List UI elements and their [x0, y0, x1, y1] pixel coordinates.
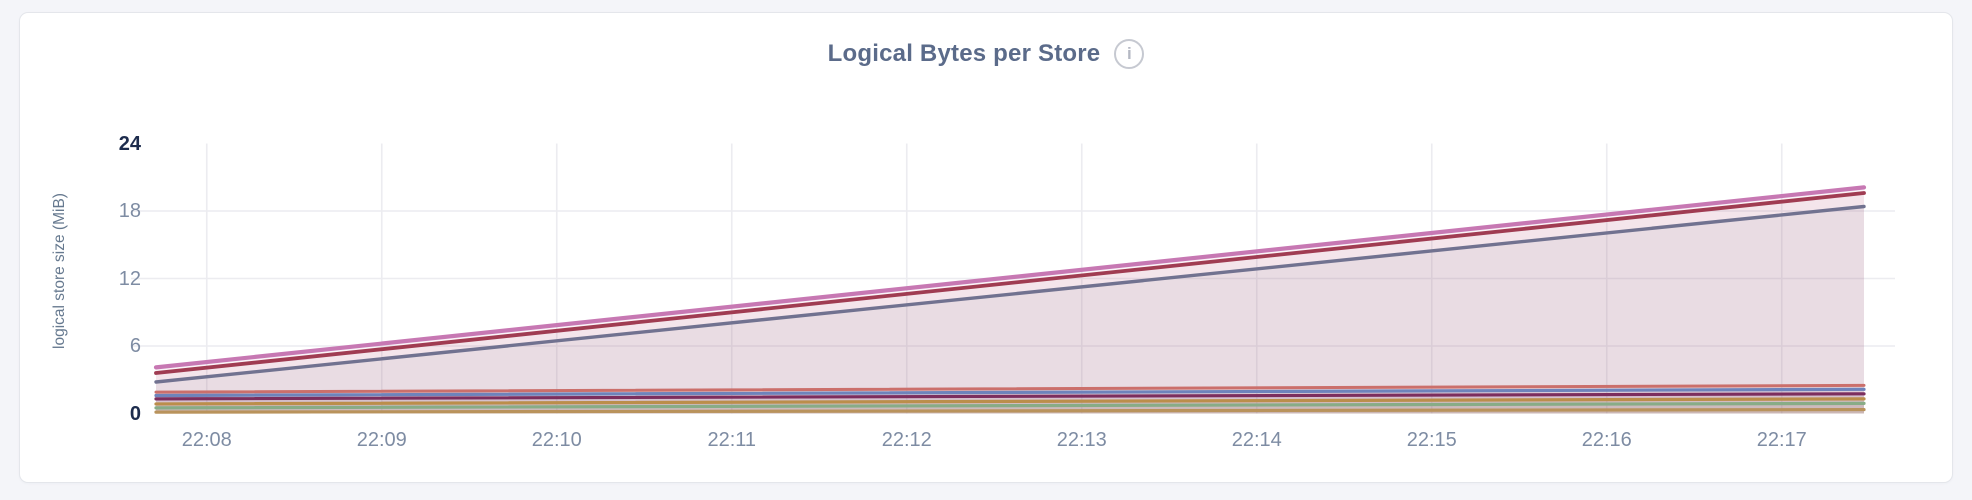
x-tick-label: 22:11: [707, 429, 757, 451]
y-tick-label: 6: [129, 335, 141, 357]
y-tick-label: 12: [118, 267, 141, 290]
chart-header: Logical Bytes per Store i: [20, 39, 1952, 69]
series-line-series-1: [153, 185, 1867, 370]
chart-title: Logical Bytes per Store: [827, 40, 1101, 67]
x-tick-label: 22:09: [356, 429, 407, 451]
series-line-series-9: [154, 407, 1866, 414]
chart-canvas[interactable]: [20, 13, 1954, 484]
y-tick-label: 18: [118, 200, 141, 222]
series-line-series-5: [154, 387, 1866, 398]
info-icon[interactable]: i: [1114, 39, 1145, 69]
series-line-series-7: [154, 397, 1866, 406]
series-area-series-1: [156, 187, 1864, 414]
series-line-series-8: [154, 401, 1866, 410]
x-tick-label: 22:15: [1406, 429, 1457, 451]
y-tick-label: 0: [129, 402, 141, 425]
chart-card: Logical Bytes per Store i logical store …: [19, 12, 1953, 483]
series-area-series-2: [156, 193, 1864, 414]
series-line-series-3: [154, 204, 1866, 384]
x-tick-label: 22:17: [1756, 429, 1807, 451]
chart-area: logical store size (MiB) 24 18 12 6 0 22:08 2…: [20, 13, 1952, 482]
series-area-series-3: [156, 206, 1864, 414]
x-tick-label: 22:16: [1581, 429, 1632, 451]
x-tick-label: 22:13: [1056, 429, 1107, 451]
y-tick-label: 24: [118, 132, 141, 155]
x-tick-label: 22:12: [881, 429, 932, 451]
series-line-series-4: [154, 383, 1866, 394]
x-tick-label: 22:14: [1231, 429, 1282, 451]
x-tick-label: 22:10: [531, 429, 582, 451]
x-tick-label: 22:08: [181, 429, 232, 451]
series-line-series-6: [154, 392, 1866, 401]
series-line-series-2: [154, 191, 1866, 375]
info-icon-glyph: i: [1126, 44, 1132, 63]
